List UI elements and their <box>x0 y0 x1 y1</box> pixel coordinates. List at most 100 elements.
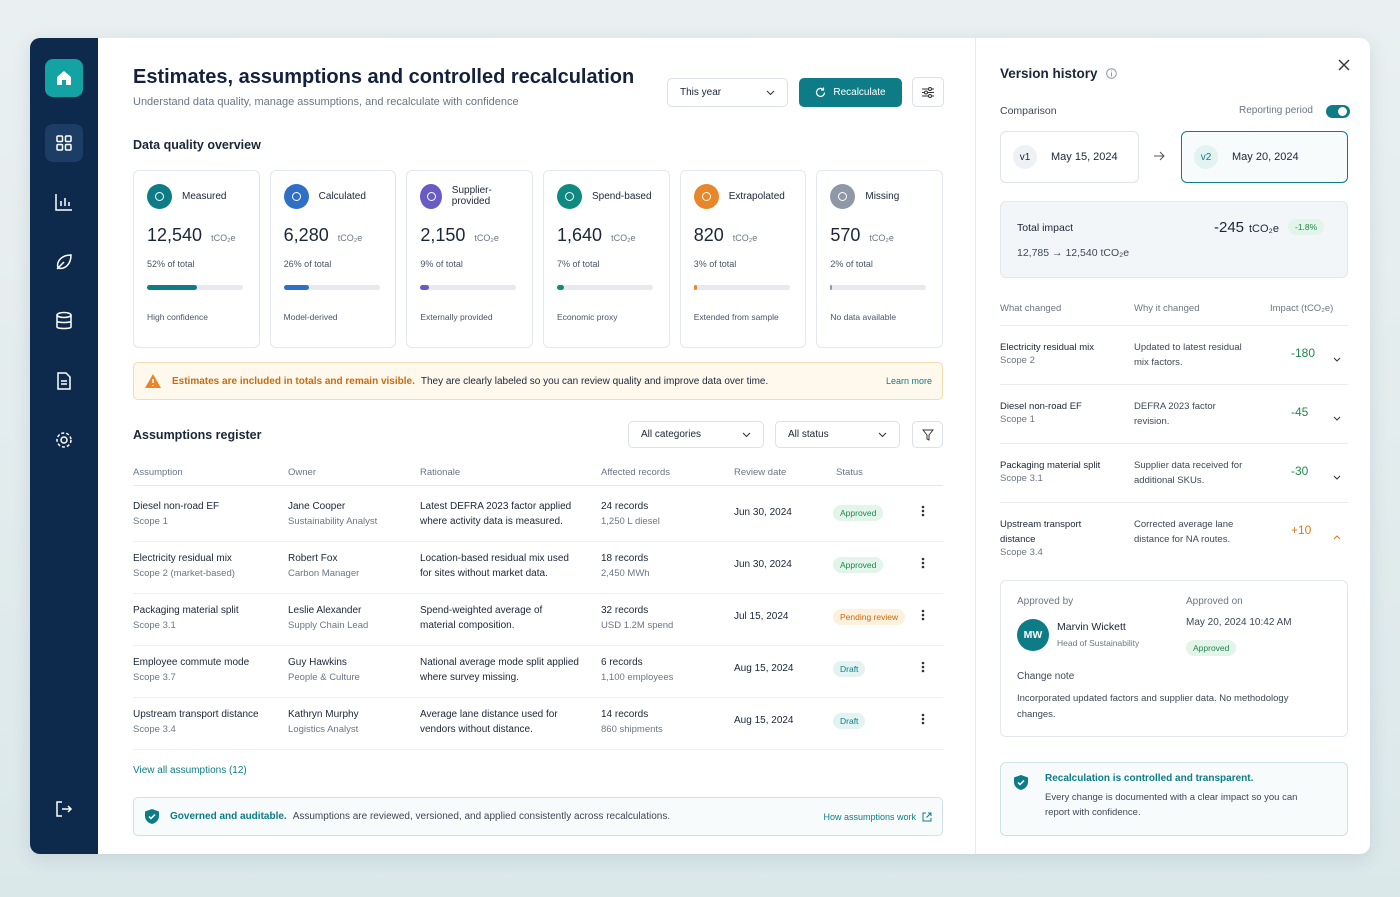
note-label: Change note <box>1017 671 1075 682</box>
card-value-row: 1,640 tCO₂e <box>557 225 656 246</box>
view-all-link[interactable]: View all assumptions (12) <box>133 765 247 776</box>
version-tag: v2 <box>1194 145 1218 169</box>
quality-card: Spend-based 1,640 tCO₂e 7% of total Economic… <box>543 170 670 348</box>
status-filter[interactable]: All status <box>775 421 900 448</box>
card-unit: tCO₂e <box>869 233 894 243</box>
icon-dot <box>838 191 848 201</box>
cell-records-detail: 1,250 L diesel <box>601 516 660 527</box>
cell-records: 14 records <box>601 709 649 720</box>
reporting-period-toggle[interactable] <box>1326 105 1350 118</box>
cell-scope: Scope 3.4 <box>133 724 176 735</box>
version-date: May 20, 2024 <box>1232 151 1299 163</box>
panel-divider <box>975 38 976 854</box>
change-item: Diesel non-road EF <box>1000 401 1082 412</box>
cell-rationale: Average lane distance used for vendors w… <box>420 709 558 735</box>
chevron <box>1333 357 1341 362</box>
card-note: Externally provided <box>420 312 493 322</box>
card-unit: tCO₂e <box>732 233 758 243</box>
category-filter[interactable]: All categories <box>628 421 764 448</box>
learn-more-link[interactable]: Learn more <box>885 376 932 386</box>
card-icon <box>147 183 172 209</box>
change-impact: -30 <box>1291 464 1309 478</box>
card-share: 3% of total <box>693 259 737 269</box>
approver-role: Head of Sustainability <box>1057 638 1140 648</box>
nav-logout[interactable] <box>45 790 83 828</box>
change-reason: Updated to latest residual mix factors. <box>1134 342 1242 368</box>
progress-track <box>830 285 927 290</box>
cell-assumption: Employee commute mode <box>133 657 250 668</box>
total-unit: tCO₂e <box>1249 223 1279 235</box>
cell-records: 18 records <box>601 553 649 564</box>
expand-toggle[interactable] <box>1333 350 1341 368</box>
nav-sustainability[interactable] <box>45 243 83 281</box>
icon-dot <box>155 191 164 201</box>
progress-fill <box>693 285 697 290</box>
cell-scope: Scope 1 <box>133 516 168 527</box>
assurance-box: Recalculation is controlled and transpar… <box>1000 762 1348 836</box>
card-note: Economic proxy <box>557 312 618 322</box>
cell-status: Approved <box>833 505 884 521</box>
settings-button[interactable] <box>912 77 944 107</box>
column-header: Owner <box>288 467 316 478</box>
approved-by-label: Approved by <box>1017 596 1074 607</box>
home-icon <box>57 71 71 85</box>
card-header: Supplier-provided <box>420 183 519 209</box>
column-header: Impact (tCO₂e) <box>1270 303 1334 314</box>
card-share: 7% of total <box>557 259 600 269</box>
column-header: Review date <box>734 467 787 478</box>
progress-track <box>557 285 654 290</box>
estimates-notice: Estimates are included in totals and rem… <box>133 362 943 400</box>
change-impact: -180 <box>1291 346 1316 360</box>
row-menu[interactable] <box>921 504 925 521</box>
nav-settings[interactable] <box>45 421 83 459</box>
column-header: What changed <box>1000 303 1062 314</box>
cell-role: Sustainability Analyst <box>288 516 378 527</box>
row-menu[interactable] <box>921 556 925 573</box>
notice-text: They are clearly labeled so you can revi… <box>420 375 769 387</box>
recalculate-button[interactable]: Recalculate <box>799 78 902 107</box>
close-button[interactable] <box>1338 59 1350 71</box>
expand-toggle[interactable] <box>1333 527 1341 545</box>
cell-assumption: Electricity residual mix <box>133 553 232 564</box>
avatar: MW <box>1017 619 1049 651</box>
card-unit: tCO₂e <box>611 233 636 243</box>
cell-records: 6 records <box>601 657 643 668</box>
period-select[interactable]: This year <box>667 78 788 107</box>
external-icon <box>922 812 932 821</box>
row-menu[interactable] <box>921 660 925 677</box>
nav-dashboard[interactable] <box>45 124 83 162</box>
card-unit: tCO₂e <box>211 233 236 243</box>
expand-toggle[interactable] <box>1333 468 1341 486</box>
nav-data[interactable] <box>45 302 83 340</box>
version-from[interactable]: v1 May 15, 2024 <box>1000 131 1139 183</box>
card-value: 6,280 <box>283 225 329 245</box>
cell-records: 24 records <box>601 501 649 512</box>
how-assumptions-link[interactable]: How assumptions work <box>823 811 916 822</box>
kebab-icon <box>921 505 925 517</box>
filter-button[interactable] <box>912 421 943 448</box>
kebab-icon <box>921 609 925 621</box>
nav-documents[interactable] <box>45 362 83 400</box>
expand-toggle[interactable] <box>1333 409 1341 427</box>
icon-dot <box>291 191 301 201</box>
cell-assumption: Diesel non-road EF <box>133 501 220 512</box>
assurance-title: Recalculation is controlled and transpar… <box>1045 773 1254 784</box>
change-reason: Corrected average lane distance for NA r… <box>1134 519 1234 545</box>
cell-assumption: Packaging material split <box>133 605 239 616</box>
column-header: Why it changed <box>1134 303 1200 314</box>
chevron <box>742 432 751 437</box>
row-menu[interactable] <box>921 712 925 729</box>
leaf-icon <box>56 254 72 270</box>
toggle-knob <box>1338 107 1347 116</box>
row-menu[interactable] <box>921 608 925 625</box>
governance-notice: Governed and auditable. Assumptions are … <box>133 797 943 836</box>
progress-fill <box>283 285 309 290</box>
card-value-row: 820 tCO₂e <box>694 225 793 246</box>
nav-home[interactable] <box>45 59 83 97</box>
table-rule <box>1000 325 1348 326</box>
nav-reports[interactable] <box>45 183 83 221</box>
version-to[interactable]: v2 May 20, 2024 <box>1181 131 1348 183</box>
card-value: 1,640 <box>557 225 603 245</box>
assurance-text: Every change is documented with a clear … <box>1045 792 1298 818</box>
arrow-icon <box>1154 151 1165 161</box>
